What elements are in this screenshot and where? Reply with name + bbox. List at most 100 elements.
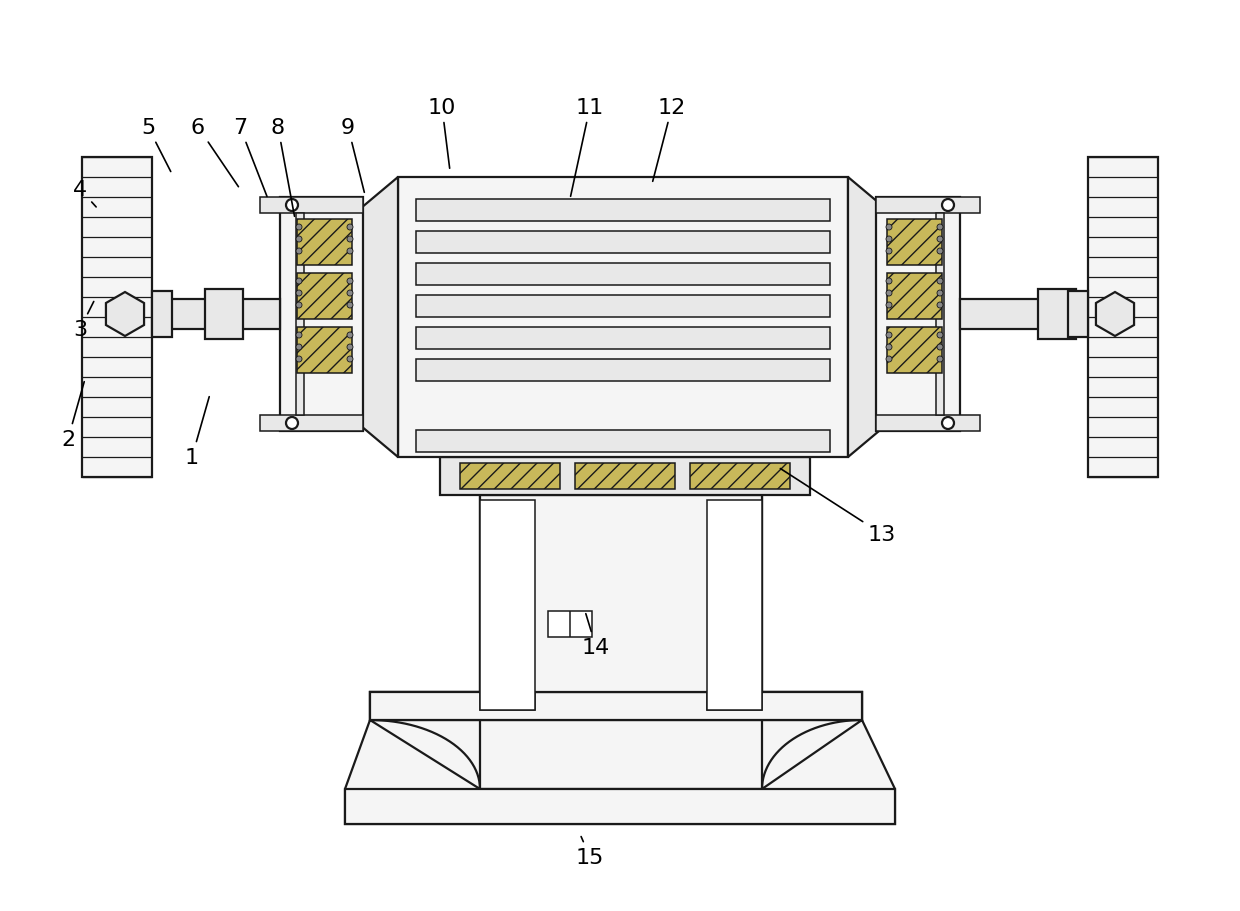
Bar <box>398 178 848 457</box>
Bar <box>415 431 830 453</box>
Circle shape <box>347 344 353 351</box>
Circle shape <box>296 237 303 242</box>
Circle shape <box>887 249 892 255</box>
Circle shape <box>347 279 353 284</box>
Text: 6: 6 <box>191 118 238 188</box>
Circle shape <box>347 225 353 230</box>
Circle shape <box>937 291 942 297</box>
Bar <box>689 464 790 489</box>
Bar <box>415 360 830 382</box>
Circle shape <box>296 302 303 309</box>
Circle shape <box>887 237 892 242</box>
Bar <box>415 263 830 286</box>
Text: 9: 9 <box>341 118 365 193</box>
Circle shape <box>286 200 298 211</box>
Bar <box>887 220 942 266</box>
Text: 15: 15 <box>575 836 604 867</box>
Circle shape <box>347 333 353 339</box>
Bar <box>1087 158 1158 477</box>
Circle shape <box>296 225 303 230</box>
Bar <box>548 611 591 638</box>
Bar <box>480 496 763 692</box>
Circle shape <box>937 279 942 284</box>
Circle shape <box>942 200 954 211</box>
Bar <box>707 500 763 711</box>
Circle shape <box>942 417 954 429</box>
Circle shape <box>296 279 303 284</box>
Bar <box>370 692 862 721</box>
Text: 7: 7 <box>233 118 267 197</box>
Bar <box>875 198 980 214</box>
Bar <box>887 273 942 320</box>
Polygon shape <box>336 178 398 457</box>
Circle shape <box>347 237 353 242</box>
Circle shape <box>347 302 353 309</box>
Circle shape <box>887 333 892 339</box>
Text: 12: 12 <box>652 97 686 182</box>
Bar <box>415 231 830 254</box>
Bar <box>260 198 363 214</box>
Circle shape <box>347 356 353 363</box>
Polygon shape <box>105 292 144 337</box>
Bar <box>480 500 534 711</box>
Circle shape <box>286 417 298 429</box>
Bar <box>875 198 960 432</box>
Polygon shape <box>848 178 910 457</box>
Circle shape <box>887 291 892 297</box>
Bar <box>260 415 363 432</box>
Circle shape <box>887 302 892 309</box>
Bar <box>480 500 534 711</box>
Circle shape <box>887 344 892 351</box>
Text: 4: 4 <box>73 179 97 208</box>
Bar <box>370 692 862 721</box>
Circle shape <box>296 291 303 297</box>
Circle shape <box>937 249 942 255</box>
Circle shape <box>887 279 892 284</box>
Text: 1: 1 <box>185 397 210 467</box>
Circle shape <box>937 225 942 230</box>
Bar <box>887 328 942 374</box>
Bar <box>296 214 304 415</box>
Circle shape <box>937 333 942 339</box>
Bar <box>415 200 830 221</box>
Circle shape <box>937 302 942 309</box>
Bar <box>153 292 172 338</box>
Bar <box>707 500 763 711</box>
Bar <box>575 464 675 489</box>
Circle shape <box>937 344 942 351</box>
Bar <box>298 328 352 374</box>
Bar <box>153 300 280 330</box>
Bar <box>480 496 763 692</box>
Bar <box>460 464 560 489</box>
Text: 14: 14 <box>582 614 610 657</box>
Polygon shape <box>1096 292 1135 337</box>
Text: 11: 11 <box>570 97 604 197</box>
Circle shape <box>937 356 942 363</box>
Bar <box>298 273 352 320</box>
Circle shape <box>937 237 942 242</box>
Text: 8: 8 <box>270 118 294 217</box>
Bar <box>280 198 363 432</box>
Circle shape <box>347 291 353 297</box>
Circle shape <box>296 249 303 255</box>
Bar <box>480 721 763 789</box>
Text: 10: 10 <box>428 97 456 169</box>
Circle shape <box>296 356 303 363</box>
Text: 13: 13 <box>780 469 897 545</box>
Bar <box>875 415 980 432</box>
Circle shape <box>347 249 353 255</box>
Bar <box>440 457 810 496</box>
Bar <box>415 328 830 350</box>
Bar <box>936 214 944 415</box>
Circle shape <box>887 225 892 230</box>
Bar <box>707 500 763 711</box>
Text: 5: 5 <box>141 118 171 172</box>
Bar <box>1068 292 1087 338</box>
Bar <box>480 500 534 711</box>
Circle shape <box>887 356 892 363</box>
Bar <box>960 300 1087 330</box>
Bar <box>1038 290 1076 340</box>
Bar <box>82 158 153 477</box>
Text: 2: 2 <box>61 383 84 449</box>
Polygon shape <box>345 692 895 824</box>
